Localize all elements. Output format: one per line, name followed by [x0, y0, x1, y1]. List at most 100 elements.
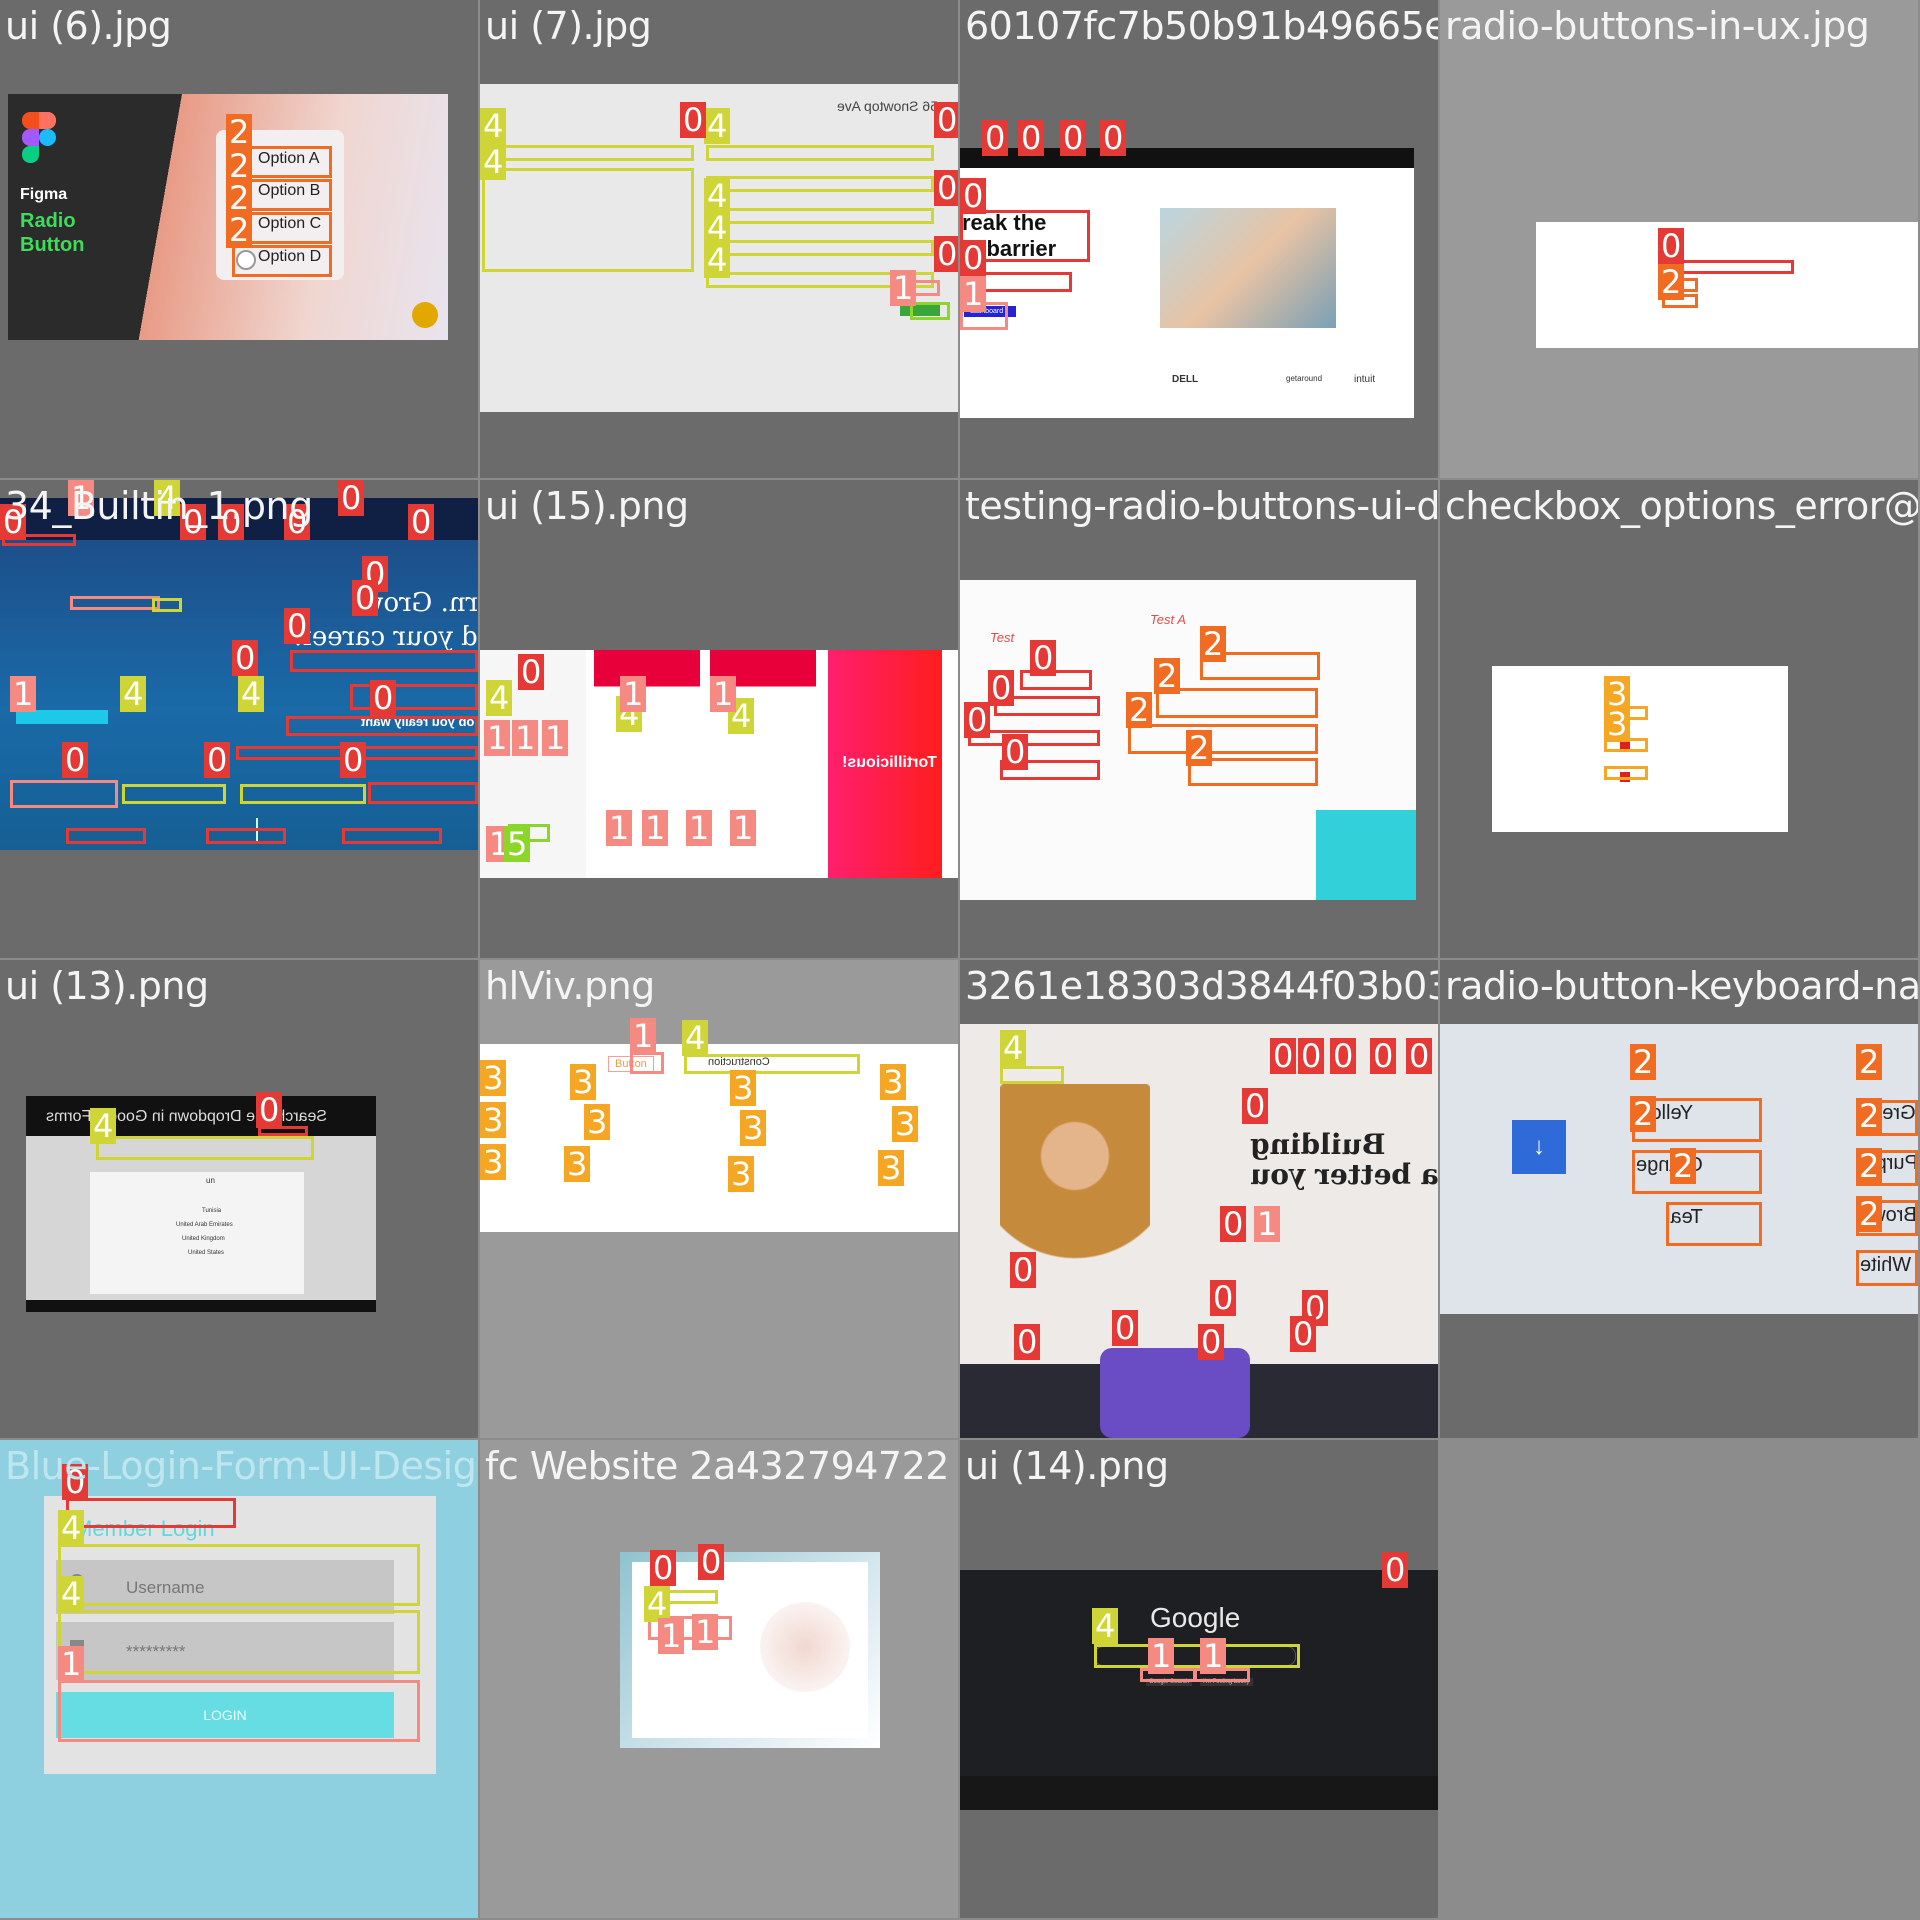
tile-title: testing-radio-buttons-ui-design.png — [965, 484, 1438, 528]
tile-title: ui (6).jpg — [5, 4, 172, 48]
tile-title: ui (15).png — [485, 484, 689, 528]
teal-accent — [1316, 810, 1416, 900]
annotation-box — [70, 596, 160, 610]
hero-image — [1160, 208, 1336, 328]
tile-radio-keyboard: radio-button-keyboard-naviga ↓ Yellow Or… — [1440, 960, 1918, 1438]
checkbox-checked-icon[interactable] — [1620, 742, 1630, 752]
illustration — [760, 1602, 850, 1692]
radio-option-d[interactable]: Option D — [258, 248, 322, 265]
class-tag: 0 — [180, 504, 207, 540]
class-tag: 0 — [1010, 1252, 1037, 1288]
search-jobs-button[interactable] — [16, 710, 108, 724]
hero-line-1: reak the — [962, 210, 1047, 235]
google-search-button[interactable]: Google Search — [1146, 1678, 1193, 1686]
tile-member-login: Blue-Login-Form-UI-Design-Figma Member L… — [0, 1440, 478, 1918]
radio-circle-icon[interactable] — [236, 250, 256, 270]
result-item[interactable]: United Arab Emirates — [176, 1222, 233, 1228]
class-tag: 0 — [698, 1544, 725, 1580]
result-item[interactable]: United Kingdom — [182, 1236, 225, 1242]
annotation-box — [1000, 1066, 1064, 1084]
annotation-box — [482, 168, 694, 272]
class-tag: 4 — [238, 676, 265, 712]
dashboard-button[interactable]: dashboard — [964, 306, 1016, 317]
result-item[interactable]: United States — [188, 1250, 225, 1256]
logo-dell: DELL — [1172, 374, 1199, 385]
class-tag: 0 — [1658, 228, 1685, 264]
tile-hlviv: hlViv.png Button Construction 1 4 3 3 3 … — [480, 960, 958, 1438]
class-tag: 3 — [1604, 706, 1631, 742]
annotation-box — [1200, 652, 1320, 680]
figma-brand: Figma — [20, 186, 68, 203]
tile-title: 3261e18303d3844f03b0357915ff5568.jpg — [965, 964, 1438, 1008]
radio-option-c[interactable]: Option C — [258, 215, 322, 232]
annotation-box — [994, 696, 1100, 716]
password-field[interactable] — [56, 1622, 394, 1680]
class-tag: 2 — [226, 114, 253, 150]
radio-option-b[interactable]: Option B — [258, 182, 321, 199]
class-tag: 0 — [964, 702, 991, 738]
class-tag: 1 — [68, 480, 95, 516]
hero-building: Building — [1250, 1128, 1386, 1161]
class-tag: 0 — [1210, 1280, 1237, 1316]
class-tag: 1 — [542, 720, 569, 756]
annotation-box — [66, 1498, 236, 1528]
figma-logo-icon — [22, 112, 56, 164]
class-tag: 3 — [570, 1064, 597, 1100]
class-tag: 4 — [1000, 1030, 1027, 1066]
annotation-box — [1128, 724, 1318, 754]
tile-radio-ux: radio-buttons-in-ux.jpg 0 2 — [1440, 0, 1918, 478]
class-tag: 4 — [682, 1020, 709, 1056]
annotation-box — [290, 650, 478, 672]
password-placeholder: ********* — [126, 1642, 186, 1661]
address-text: 56 Snowtop Ave — [837, 98, 938, 114]
class-tag: 0 — [1220, 1206, 1247, 1242]
class-tag: 2 — [1126, 692, 1153, 728]
class-tag: 0 — [1198, 1324, 1225, 1360]
class-tag: 2 — [1856, 1148, 1883, 1184]
ecommerce-screenshot: Building a better you — [960, 1024, 1438, 1438]
class-tag: 0 — [982, 120, 1009, 156]
class-tag: 0 — [1060, 120, 1087, 156]
class-tag: 4 — [90, 1108, 117, 1144]
tile-ecommerce-hero: 3261e18303d3844f03b0357915ff5568.jpg Bui… — [960, 960, 1438, 1438]
test-heading-b: Test A — [1150, 612, 1186, 627]
tile-title: ui (14).png — [965, 1444, 1169, 1488]
tile-title: ui (7).jpg — [485, 4, 652, 48]
login-button[interactable]: LOGIN — [56, 1692, 394, 1738]
class-tag: 3 — [728, 1156, 755, 1192]
class-tag: 1 — [484, 720, 511, 756]
class-tag: 0 — [1242, 1088, 1269, 1124]
class-tag: 0 — [1112, 1310, 1139, 1346]
annotation-box — [1856, 1250, 1918, 1286]
search-input[interactable]: un — [206, 1176, 215, 1185]
result-item[interactable]: Tunisia — [202, 1208, 222, 1214]
class-tag: 0 — [1270, 1038, 1297, 1074]
class-tag: 1 — [512, 720, 539, 756]
annotation-box — [1632, 1150, 1762, 1194]
class-tag: 3 — [584, 1104, 611, 1140]
dropdown-screenshot: Searchable Dropdown in Google Forms un T… — [26, 1096, 376, 1312]
annotation-box — [648, 1616, 732, 1640]
class-tag: 0 — [1330, 1038, 1357, 1074]
annotation-box — [1156, 688, 1318, 718]
class-tag: 3 — [480, 1060, 507, 1096]
class-tag: 0 — [370, 680, 397, 716]
arrow-down-key[interactable]: ↓ — [1512, 1120, 1566, 1174]
class-tag: 0 — [988, 670, 1015, 706]
login-title: Member Login — [74, 1516, 215, 1541]
feeling-lucky-button[interactable]: I'm Feeling Lucky — [1200, 1678, 1253, 1686]
figma-headline-1: Radio — [20, 210, 76, 232]
tile-title: 34_Builtin_1.png — [5, 484, 313, 528]
class-tag: 3 — [880, 1064, 907, 1100]
class-tag: 2 — [1630, 1044, 1657, 1080]
hero-screenshot: reak the le barrier dashboard DELL getar… — [960, 148, 1414, 418]
class-tag: 2 — [226, 180, 253, 216]
radio-option-a[interactable]: Option A — [258, 150, 320, 167]
class-tag: 0 — [218, 504, 245, 540]
class-tag: 0 — [1370, 1038, 1397, 1074]
annotation-box — [706, 145, 934, 161]
annotation-box — [482, 145, 694, 161]
class-tag: 4 — [704, 108, 731, 144]
tile-checkbox-error: checkbox_options_error@2x 3 3 — [1440, 480, 1918, 958]
class-tag: 4 — [480, 108, 507, 144]
